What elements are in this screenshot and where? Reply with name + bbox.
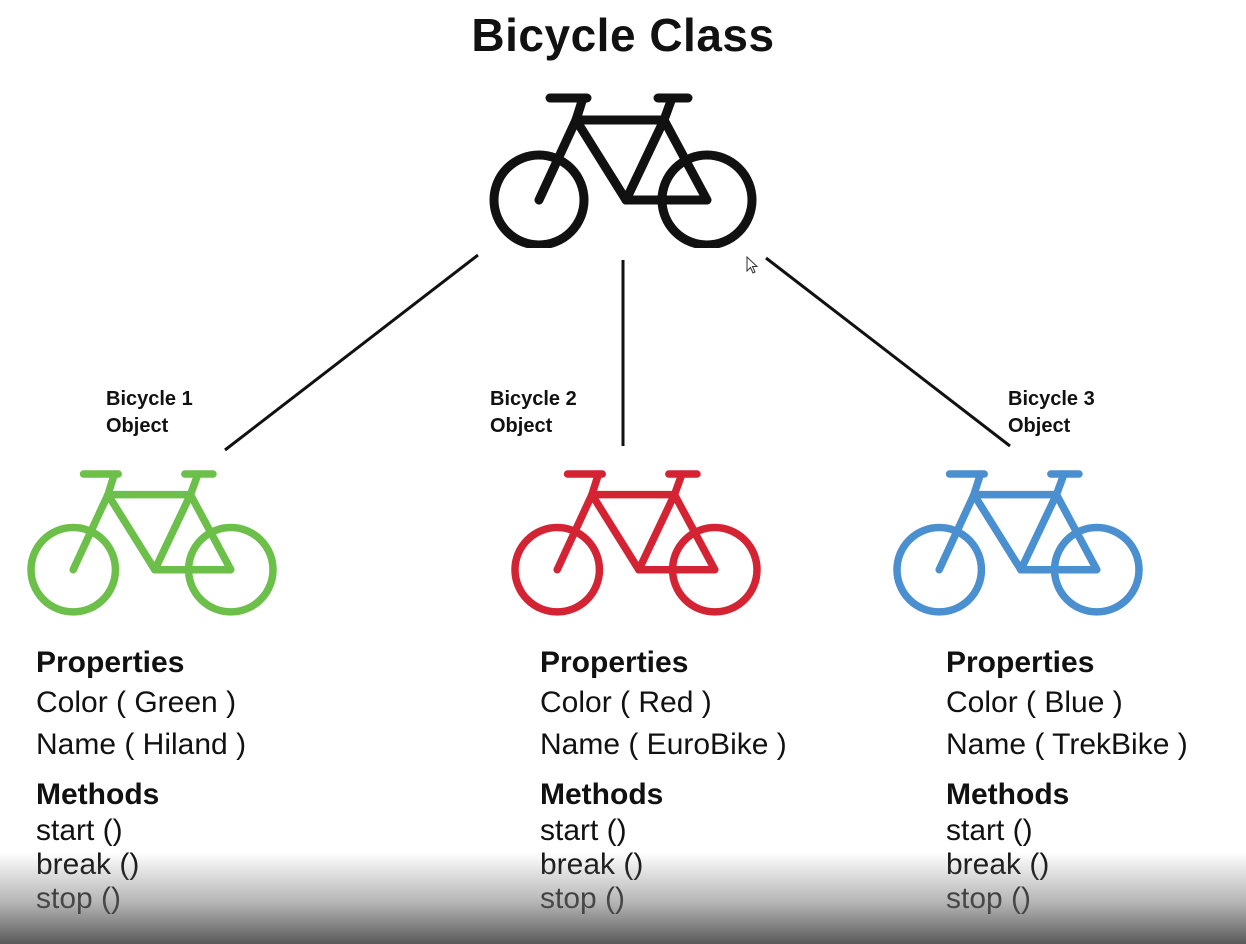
diagram-title: Bicycle Class <box>471 9 775 61</box>
method-break: break () <box>946 848 1050 881</box>
method-break: break () <box>540 848 644 881</box>
mouse-pointer-icon <box>746 256 759 274</box>
object-label-2-line1: Bicycle 2 <box>490 388 577 410</box>
method-start: start () <box>946 814 1033 847</box>
object-info-2: Properties Color ( Red ) Name ( EuroBike… <box>540 644 787 916</box>
properties-heading: Properties <box>540 646 689 679</box>
connector-line-3 <box>765 256 1011 448</box>
blue-bicycle-icon <box>893 470 1143 616</box>
methods-heading: Methods <box>36 778 160 811</box>
object-label-1-line1: Bicycle 1 <box>106 388 193 410</box>
class-bicycle-icon <box>489 93 757 248</box>
red-bicycle-icon <box>511 470 761 616</box>
color-property: Color ( Blue ) <box>946 686 1123 719</box>
properties-heading: Properties <box>946 646 1095 679</box>
properties-heading: Properties <box>36 646 185 679</box>
object-label-2-line2: Object <box>490 415 553 437</box>
methods-heading: Methods <box>540 778 664 811</box>
object-label-3: Bicycle 3 Object <box>1008 386 1095 440</box>
methods-heading: Methods <box>946 778 1070 811</box>
method-stop: stop () <box>36 882 122 915</box>
color-property: Color ( Green ) <box>36 686 237 719</box>
object-label-3-line1: Bicycle 3 <box>1008 388 1095 410</box>
method-stop: stop () <box>946 882 1032 915</box>
name-property: Name ( Hiland ) <box>36 728 247 761</box>
object-label-2: Bicycle 2 Object <box>490 386 577 440</box>
object-label-3-line2: Object <box>1008 415 1071 437</box>
name-property: Name ( EuroBike ) <box>540 728 787 761</box>
object-info-1: Properties Color ( Green ) Name ( Hiland… <box>36 644 246 916</box>
object-info-3: Properties Color ( Blue ) Name ( TrekBik… <box>946 644 1188 916</box>
method-start: start () <box>540 814 627 847</box>
name-property: Name ( TrekBike ) <box>946 728 1188 761</box>
method-start: start () <box>36 814 123 847</box>
green-bicycle-icon <box>27 470 277 616</box>
color-property: Color ( Red ) <box>540 686 712 719</box>
method-break: break () <box>36 848 140 881</box>
connector-line-1 <box>224 253 479 452</box>
method-stop: stop () <box>540 882 626 915</box>
object-label-1: Bicycle 1 Object <box>106 386 193 440</box>
object-label-1-line2: Object <box>106 415 169 437</box>
